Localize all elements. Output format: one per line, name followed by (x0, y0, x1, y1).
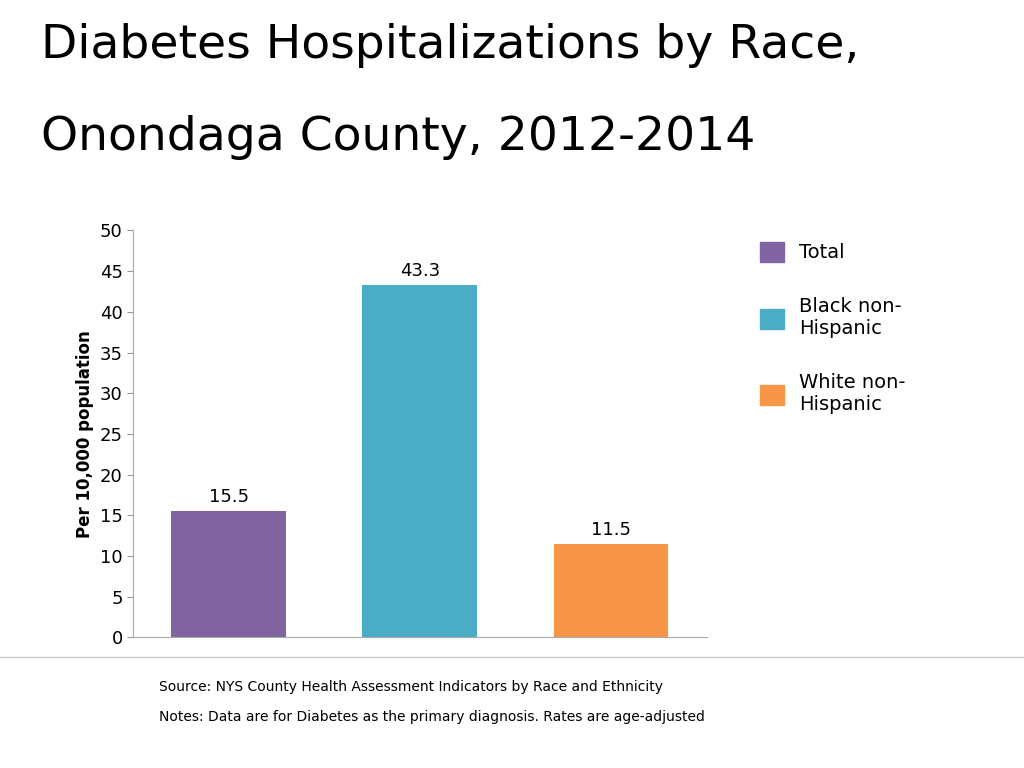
Text: Onondaga County, 2012-2014: Onondaga County, 2012-2014 (41, 115, 756, 161)
Legend: Total, Black non-
Hispanic, White non-
Hispanic: Total, Black non- Hispanic, White non- H… (751, 232, 915, 424)
Text: 11.5: 11.5 (591, 521, 631, 539)
Text: 15.5: 15.5 (209, 488, 249, 506)
Bar (554, 544, 669, 637)
Text: Notes: Data are for Diabetes as the primary diagnosis. Rates are age-adjusted: Notes: Data are for Diabetes as the prim… (159, 710, 705, 724)
Bar (171, 511, 286, 637)
Text: Source: NYS County Health Assessment Indicators by Race and Ethnicity: Source: NYS County Health Assessment Ind… (159, 680, 663, 694)
Text: Diabetes Hospitalizations by Race,: Diabetes Hospitalizations by Race, (41, 23, 859, 68)
Bar (362, 285, 477, 637)
Text: 43.3: 43.3 (399, 262, 440, 280)
Y-axis label: Per 10,000 population: Per 10,000 population (76, 330, 94, 538)
